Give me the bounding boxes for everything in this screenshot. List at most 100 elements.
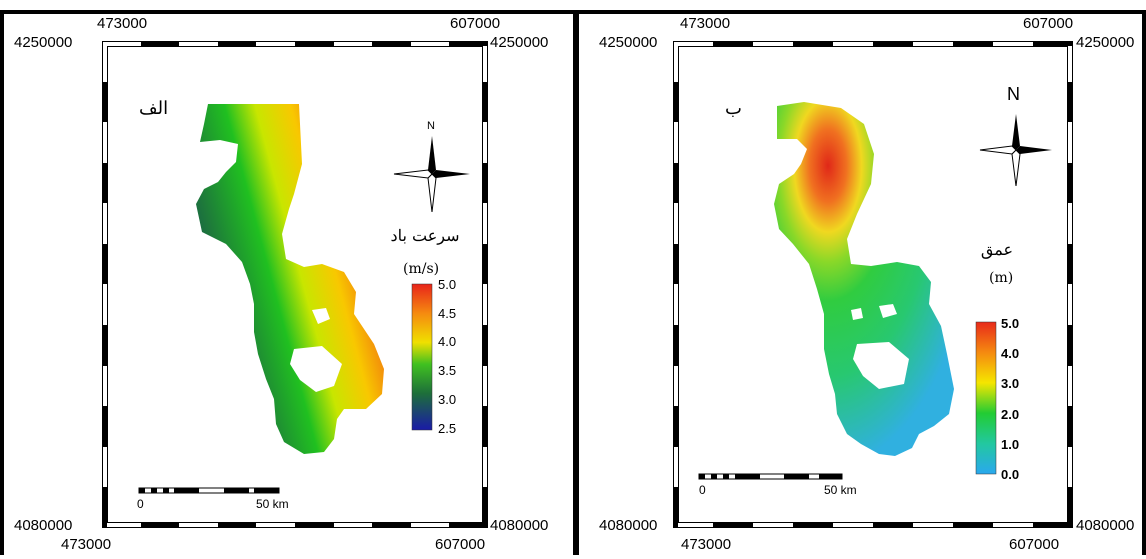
panel-label: الف [139,98,169,119]
frame-tick [483,162,488,204]
frame-tick [372,523,411,528]
coord-right-bottom: 4080000 [1076,517,1135,534]
panel-wind-speed: 473000 607000 4250000 4250000 4080000 40… [0,10,577,555]
legend-tick: 5.0 [1001,316,1020,331]
coord-left-bottom: 4080000 [599,517,658,534]
wind-speed-map [138,104,470,494]
coord-bottom-right: 607000 [1009,536,1060,553]
legend-tick: 2.0 [1001,407,1020,422]
coord-left-bottom: 4080000 [14,517,73,534]
coord-bottom-left: 473000 [681,536,732,553]
frame-tick [483,487,488,528]
frame-tick [673,162,678,204]
lake-shape [774,102,954,456]
frame-tick [1033,523,1073,528]
legend-tick: 3.0 [1001,376,1020,391]
frame-tick [1068,243,1073,285]
island-small [851,308,863,320]
frame-tick [713,41,753,46]
legend-title: عمق [980,240,1014,259]
legend-colorbar [411,283,433,431]
frame-tick [449,41,488,46]
coord-bottom-left: 473000 [61,536,112,553]
north-label: N [427,120,435,132]
panel-label: ب [725,98,742,119]
frame-tick [102,162,107,204]
legend-tick: 3.5 [438,363,457,378]
frame-tick [673,81,678,123]
frame-tick [102,81,107,123]
legend-colorbar [975,321,997,475]
island-small [312,308,330,324]
frame-tick [1033,41,1073,46]
frame-tick [673,243,678,285]
frame-tick [793,523,833,528]
map-inner-frame [107,46,483,523]
coord-top-right: 607000 [1023,15,1074,32]
frame-tick [953,41,993,46]
frame-tick [295,41,334,46]
frame-tick [295,523,334,528]
coord-bottom-right: 607000 [435,536,486,553]
frame-tick [102,243,107,285]
frame-tick [673,406,678,447]
coord-top-left: 473000 [680,15,731,32]
legend-tick: 4.0 [438,334,457,349]
compass-rose-icon [393,136,470,213]
lake-shape [196,104,384,454]
frame-tick [873,41,913,46]
frame-tick [1068,325,1073,366]
frame-tick [449,523,488,528]
frame-tick [953,523,993,528]
depth-map [698,102,1052,480]
frame-tick [1068,162,1073,204]
coord-left-top: 4250000 [14,34,73,51]
coord-top-right: 607000 [450,15,501,32]
coord-right-top: 4250000 [1076,34,1135,51]
scale-bar [138,487,280,494]
frame-tick [1068,406,1073,447]
frame-tick [793,41,833,46]
frame-tick [372,41,411,46]
coord-left-top: 4250000 [599,34,658,51]
island [290,346,342,392]
frame-tick [713,523,753,528]
scale-start: 0 [137,497,144,511]
legend-tick: 2.5 [438,421,457,436]
frame-tick [673,325,678,366]
coord-right-top: 4250000 [490,34,549,51]
legend-unit: (m) [989,270,1014,286]
legend-tick: 5.0 [438,277,457,292]
map-inner-frame [678,46,1068,523]
frame-tick [483,243,488,285]
frame-tick [673,487,678,528]
scale-end: 50 km [824,483,857,497]
scale-end: 50 km [256,497,289,511]
legend-tick: 0.0 [1001,467,1020,482]
frame-tick [1068,487,1073,528]
compass-rose-icon [979,114,1052,187]
frame-tick [483,325,488,366]
legend-tick: 3.0 [438,392,457,407]
north-label: N [1007,84,1020,104]
scale-start: 0 [699,483,706,497]
frame-tick [217,523,257,528]
island [853,342,909,389]
legend-unit: (m/s) [403,261,440,277]
coord-top-left: 473000 [97,15,148,32]
frame-tick [1068,81,1073,123]
frame-tick [102,406,107,447]
legend-tick: 4.5 [438,306,457,321]
legend-tick: 1.0 [1001,437,1020,452]
frame-tick [483,81,488,123]
island-small [879,304,897,318]
frame-tick [102,325,107,366]
frame-tick [140,523,180,528]
scale-bar [698,473,843,480]
frame-tick [102,487,107,528]
frame-tick [483,406,488,447]
frame-tick [140,41,180,46]
frame-tick [873,523,913,528]
legend-tick: 4.0 [1001,346,1020,361]
